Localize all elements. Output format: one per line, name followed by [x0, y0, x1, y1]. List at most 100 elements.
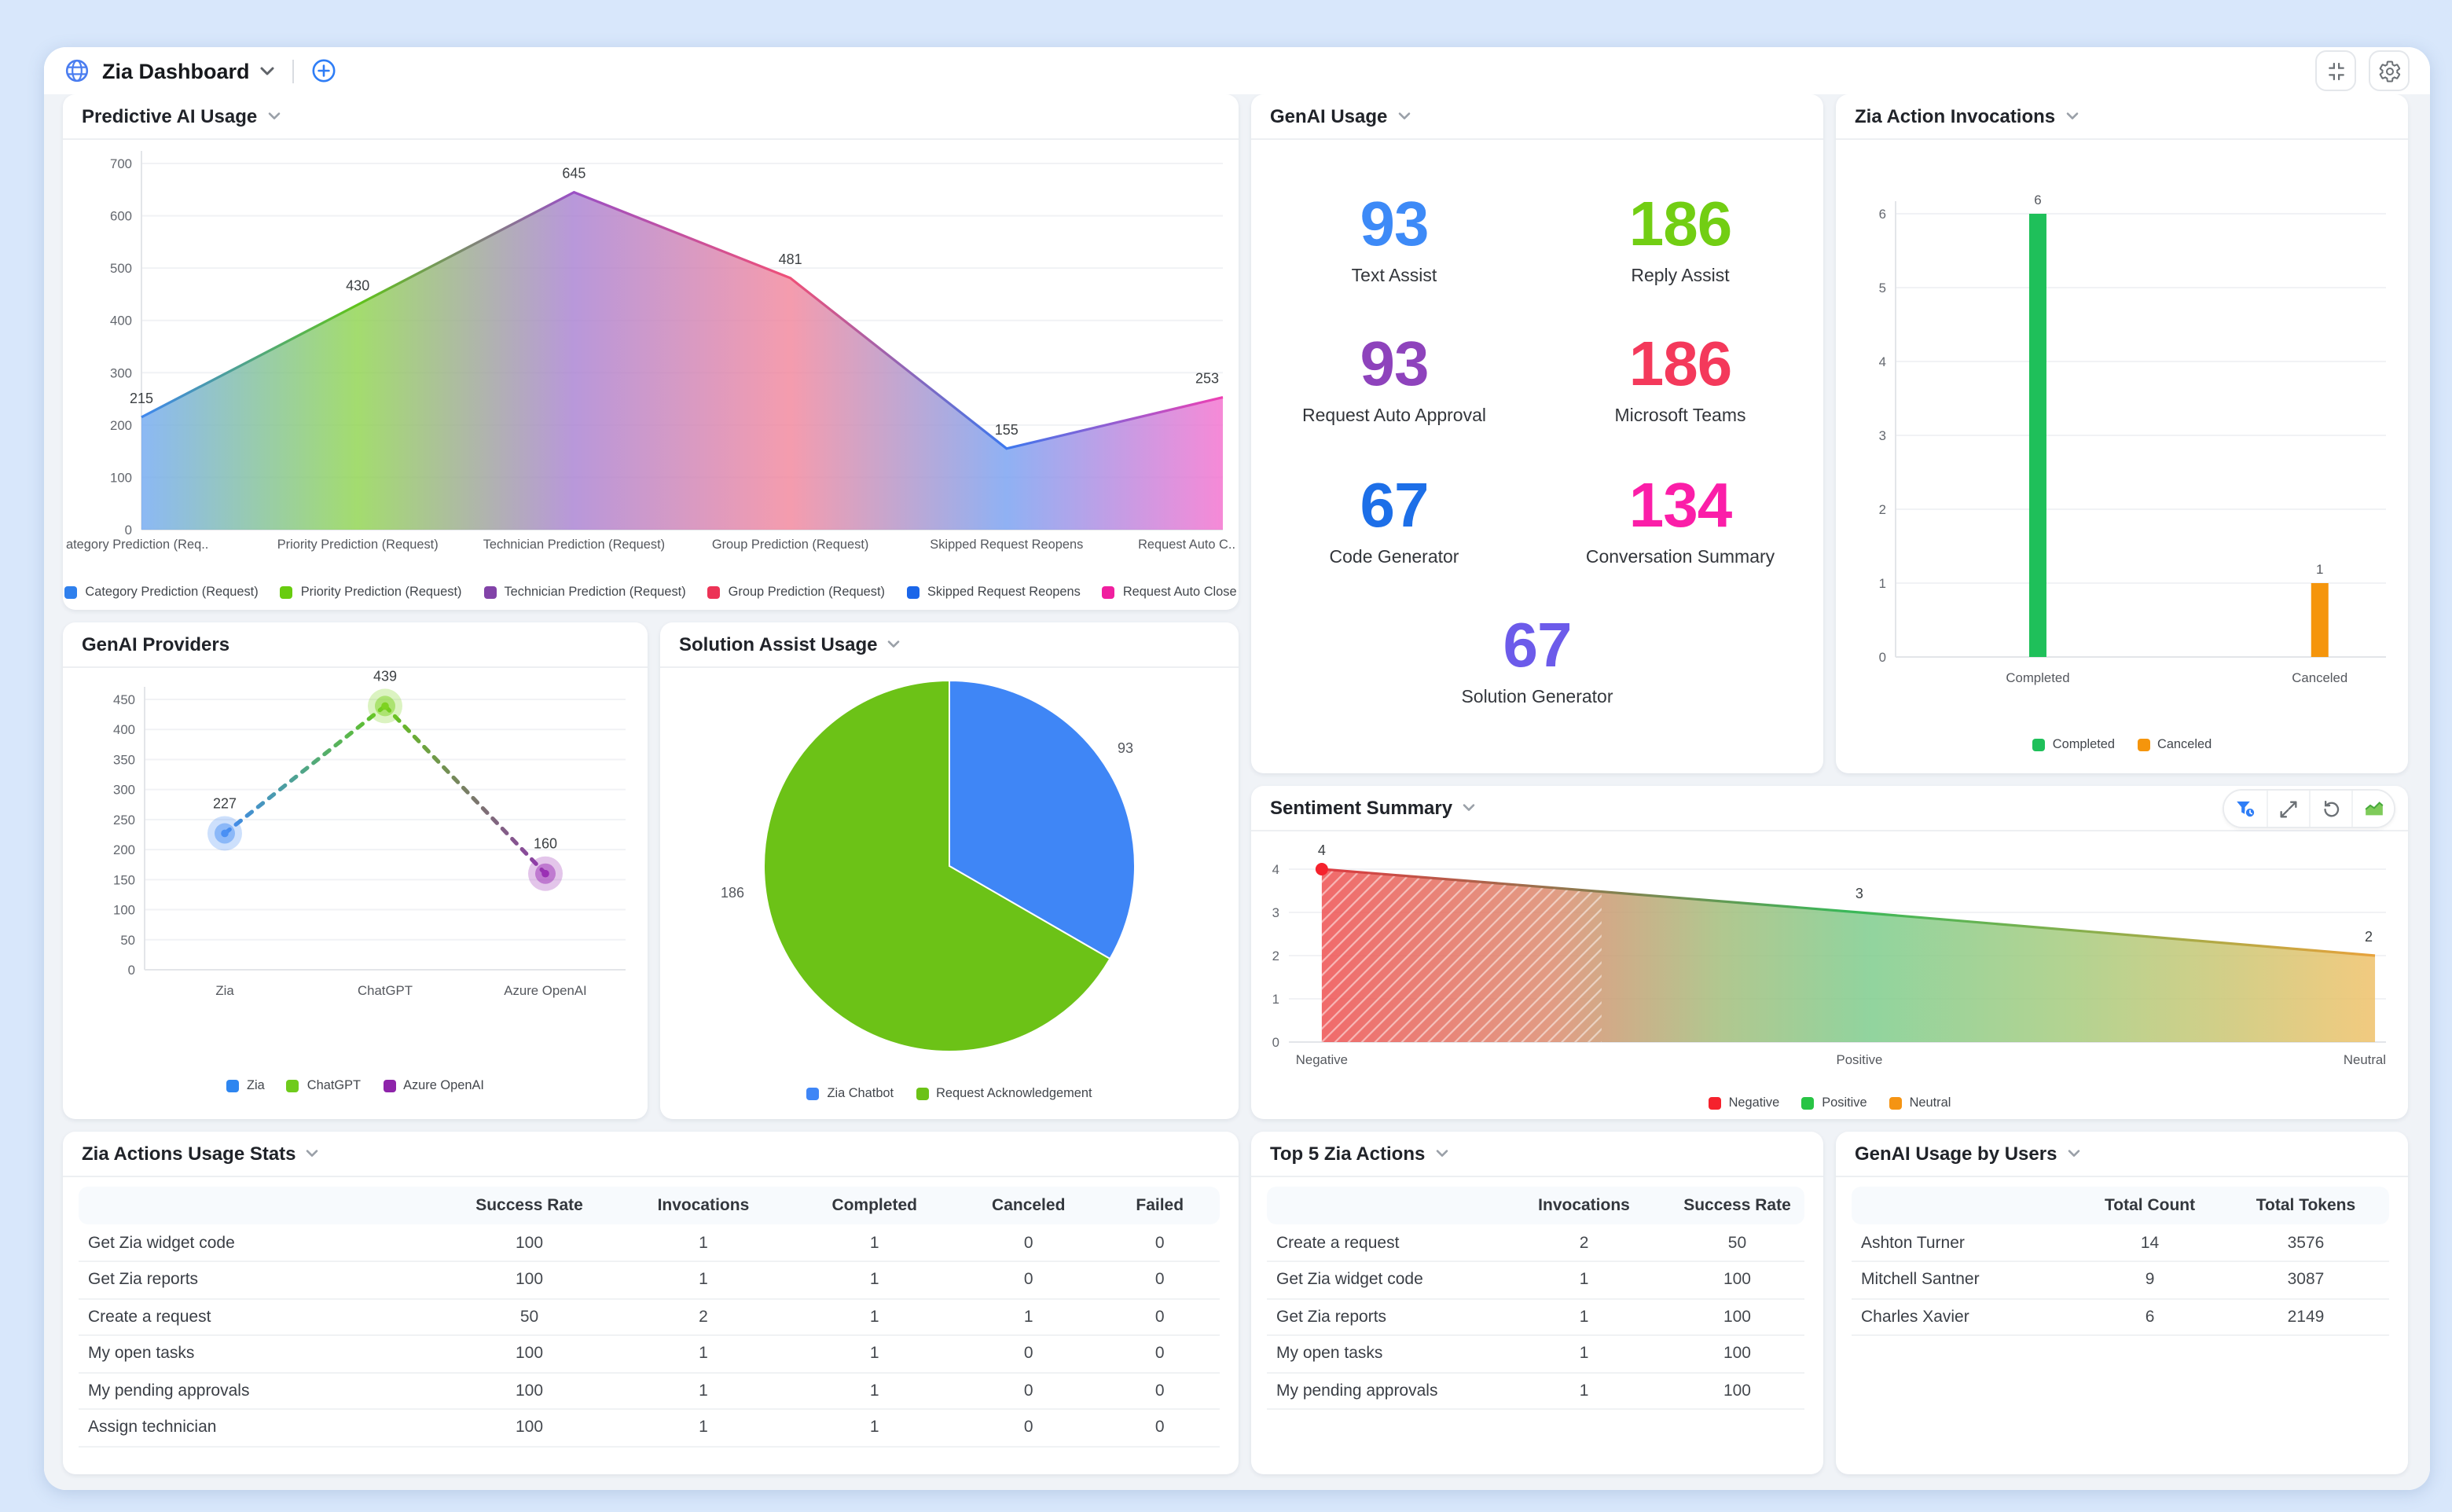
- table-cell: 0: [1099, 1261, 1220, 1299]
- reset-icon[interactable]: [2309, 791, 2351, 827]
- predictive-line: [141, 190, 1224, 450]
- stat-item: 67 Solution Generator: [1251, 615, 1823, 707]
- table-cell: Create a request: [79, 1298, 444, 1336]
- stat-row: 93 Text Assist 186 Reply Assist: [1251, 193, 1823, 286]
- axis-tick: 0: [125, 523, 132, 538]
- table-cell: Ashton Turner: [1852, 1224, 2078, 1262]
- add-dashboard-button[interactable]: [311, 58, 336, 83]
- panel-header: Zia Actions Usage Stats: [63, 1132, 1239, 1177]
- predictive-legend-item[interactable]: Skipped Request Reopens: [907, 585, 1081, 599]
- table-cell: 1: [791, 1372, 957, 1410]
- chevron-down-icon[interactable]: [1397, 112, 1411, 121]
- chevron-down-icon[interactable]: [887, 640, 901, 649]
- app-header: Zia Dashboard: [44, 47, 2430, 94]
- panel-title: GenAI Usage: [1270, 105, 1388, 127]
- providers-legend-item[interactable]: ChatGPT: [286, 1078, 361, 1092]
- sentiment-legend-item[interactable]: Positive: [1801, 1095, 1867, 1110]
- predictive-legend-item[interactable]: Technician Prediction (Request): [483, 585, 686, 599]
- panel-top-5-zia-actions: Top 5 Zia Actions Invocations Success Rat…: [1251, 1132, 1823, 1474]
- stat-value: 93: [1360, 190, 1430, 260]
- pie-legend-item[interactable]: Zia Chatbot: [806, 1086, 894, 1100]
- axis-tick: 1: [1272, 992, 1279, 1007]
- chevron-down-icon[interactable]: [1434, 1149, 1448, 1158]
- chevron-down-icon[interactable]: [306, 1149, 320, 1158]
- bar-completed: [2028, 214, 2046, 657]
- point-dot: [541, 869, 549, 878]
- table-cell: Get Zia widget code: [1267, 1261, 1499, 1299]
- stat-row: 67 Code Generator 134 Conversation Summary: [1251, 474, 1823, 567]
- pie-legend-item[interactable]: Request Acknowledgement: [916, 1086, 1092, 1100]
- table-cell: 3576: [2222, 1224, 2389, 1262]
- legend-label: Request Auto Close: [1122, 585, 1237, 599]
- axis-tick: 4: [1879, 354, 1886, 369]
- table-cell: 1: [615, 1409, 792, 1447]
- invocations-legend-item[interactable]: Completed: [2032, 737, 2115, 751]
- table-header-cell: Canceled: [956, 1187, 1100, 1224]
- legend-label: Priority Prediction (Request): [300, 585, 462, 599]
- providers-legend-item[interactable]: Azure OpenAI: [383, 1078, 484, 1092]
- chart-toolbar: [2223, 789, 2395, 828]
- panel-title: Solution Assist Usage: [679, 633, 878, 655]
- data-table: Total Count Total Tokens Ashton Turner 14 35…: [1852, 1187, 2389, 1336]
- x-axis-label: ChatGPT: [358, 983, 413, 998]
- invocations-legend: Completed Canceled: [1836, 737, 2408, 751]
- pie-slice-zia-chatbot: [949, 679, 1136, 960]
- chevron-down-icon[interactable]: [2066, 1149, 2080, 1158]
- legend-label: Azure OpenAI: [403, 1078, 484, 1092]
- table-cell: 100: [1669, 1335, 1804, 1373]
- predictive-area: [141, 192, 1223, 530]
- panel-header: Top 5 Zia Actions: [1251, 1132, 1823, 1177]
- table-cell: 0: [956, 1335, 1100, 1373]
- table-row: Get Zia reports 1 100: [1267, 1298, 1804, 1336]
- axis-tick: 500: [110, 261, 132, 276]
- genai-usage-stats: 93 Text Assist 186 Reply Assist 93 Request Au…: [1251, 140, 1823, 773]
- sentiment-legend-item[interactable]: Negative: [1708, 1095, 1779, 1110]
- chevron-down-icon[interactable]: [266, 112, 281, 121]
- legend-label: Category Prediction (Request): [85, 585, 259, 599]
- collapse-button[interactable]: [2315, 50, 2356, 91]
- predictive-legend-item[interactable]: Priority Prediction (Request): [280, 585, 462, 599]
- value-label: 645: [562, 166, 585, 182]
- panel-title: Zia Action Invocations: [1855, 105, 2056, 127]
- legend-swatch: [806, 1087, 820, 1099]
- legend-swatch: [64, 585, 78, 598]
- table-row: My pending approvals 1 100: [1267, 1372, 1804, 1410]
- table-header-cell: Total Count: [2077, 1187, 2223, 1224]
- chevron-down-icon[interactable]: [2065, 112, 2079, 121]
- stat-value: 186: [1628, 190, 1733, 260]
- stat-item: 186 Microsoft Teams: [1537, 334, 1823, 427]
- table-header-cell: Invocations: [615, 1187, 792, 1224]
- predictive-legend-item[interactable]: Request Auto Close: [1102, 585, 1237, 599]
- value-label: 1: [2316, 562, 2323, 577]
- predictive-legend-item[interactable]: Group Prediction (Request): [707, 585, 885, 599]
- gear-icon[interactable]: [2369, 50, 2410, 91]
- chevron-down-icon[interactable]: [1462, 803, 1476, 813]
- dashboard-dropdown-chevron-icon[interactable]: [259, 65, 275, 76]
- sentiment-legend-item[interactable]: Neutral: [1889, 1095, 1951, 1110]
- invocations-legend-item[interactable]: Canceled: [2137, 737, 2212, 751]
- predictive-legend-item[interactable]: Category Prediction (Request): [64, 585, 259, 599]
- x-axis-label: Technician Prediction (Request): [483, 538, 665, 552]
- axis-tick: 4: [1272, 862, 1279, 877]
- legend-label: Group Prediction (Request): [728, 585, 885, 599]
- genai-providers-chart: 0 50 100 150 200 250 300 350 400 450 227 Zia 439 Chat…: [113, 668, 626, 998]
- table-cell: 6: [2077, 1298, 2223, 1336]
- expand-icon[interactable]: [2267, 791, 2309, 827]
- stat-item: 134 Conversation Summary: [1537, 474, 1823, 567]
- x-axis-label: Azure OpenAI: [504, 983, 586, 998]
- panel-sentiment-summary: Sentiment Summary: [1251, 786, 2408, 1119]
- chart-type-icon[interactable]: [2351, 791, 2394, 827]
- table-cell: 0: [1099, 1372, 1220, 1410]
- panel-genai-usage-by-users: GenAI Usage by Users Total Count Total To…: [1836, 1132, 2408, 1474]
- genai-usage-by-users-table: Total Count Total Tokens Ashton Turner 14 35…: [1836, 1187, 2408, 1336]
- solution-assist-usage-chart: 93 186: [721, 679, 1136, 1052]
- table-header-cell: [1267, 1187, 1499, 1224]
- table-cell: 1: [956, 1298, 1100, 1336]
- legend-swatch: [226, 1079, 240, 1092]
- time-filter-icon[interactable]: [2224, 791, 2267, 827]
- axis-tick: 300: [110, 365, 132, 380]
- stat-label: Reply Assist: [1631, 267, 1730, 287]
- table-row: My pending approvals 100 1 1 0 0: [79, 1372, 1220, 1410]
- stat-item: 186 Reply Assist: [1537, 193, 1823, 286]
- providers-legend-item[interactable]: Zia: [226, 1078, 265, 1092]
